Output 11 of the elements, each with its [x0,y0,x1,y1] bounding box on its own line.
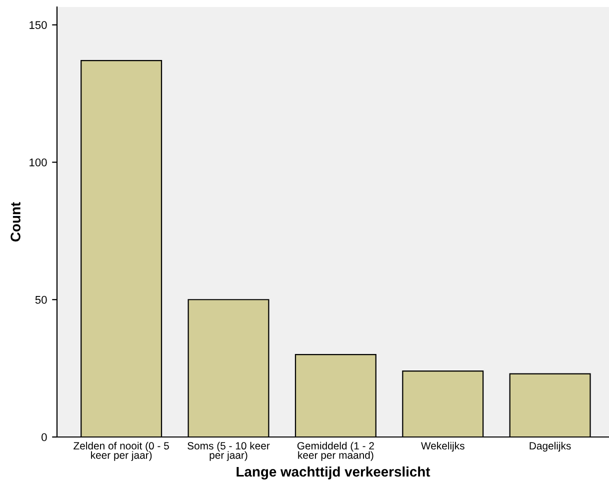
y-tick-label: 150 [30,21,47,29]
x-tick-label: Soms (5 - 10 keer per jaar) [188,442,270,461]
y-tick-label: 100 [30,158,47,166]
x-tick-label: Gemiddeld (1 - 2 keer per maand) [297,442,374,461]
x-tick-label: Zelden of nooit (0 - 5 keer per jaar) [74,442,169,461]
y-axis-title: Count [10,202,20,242]
x-tick-label: Dagelijks [530,442,571,452]
x-tick-label: Wekelijks [421,442,464,452]
y-tick-label: 50 [35,296,47,304]
y-tick-label: 0 [42,433,47,442]
x-axis-title: Lange wachttijd verkeerslicht [236,466,430,480]
